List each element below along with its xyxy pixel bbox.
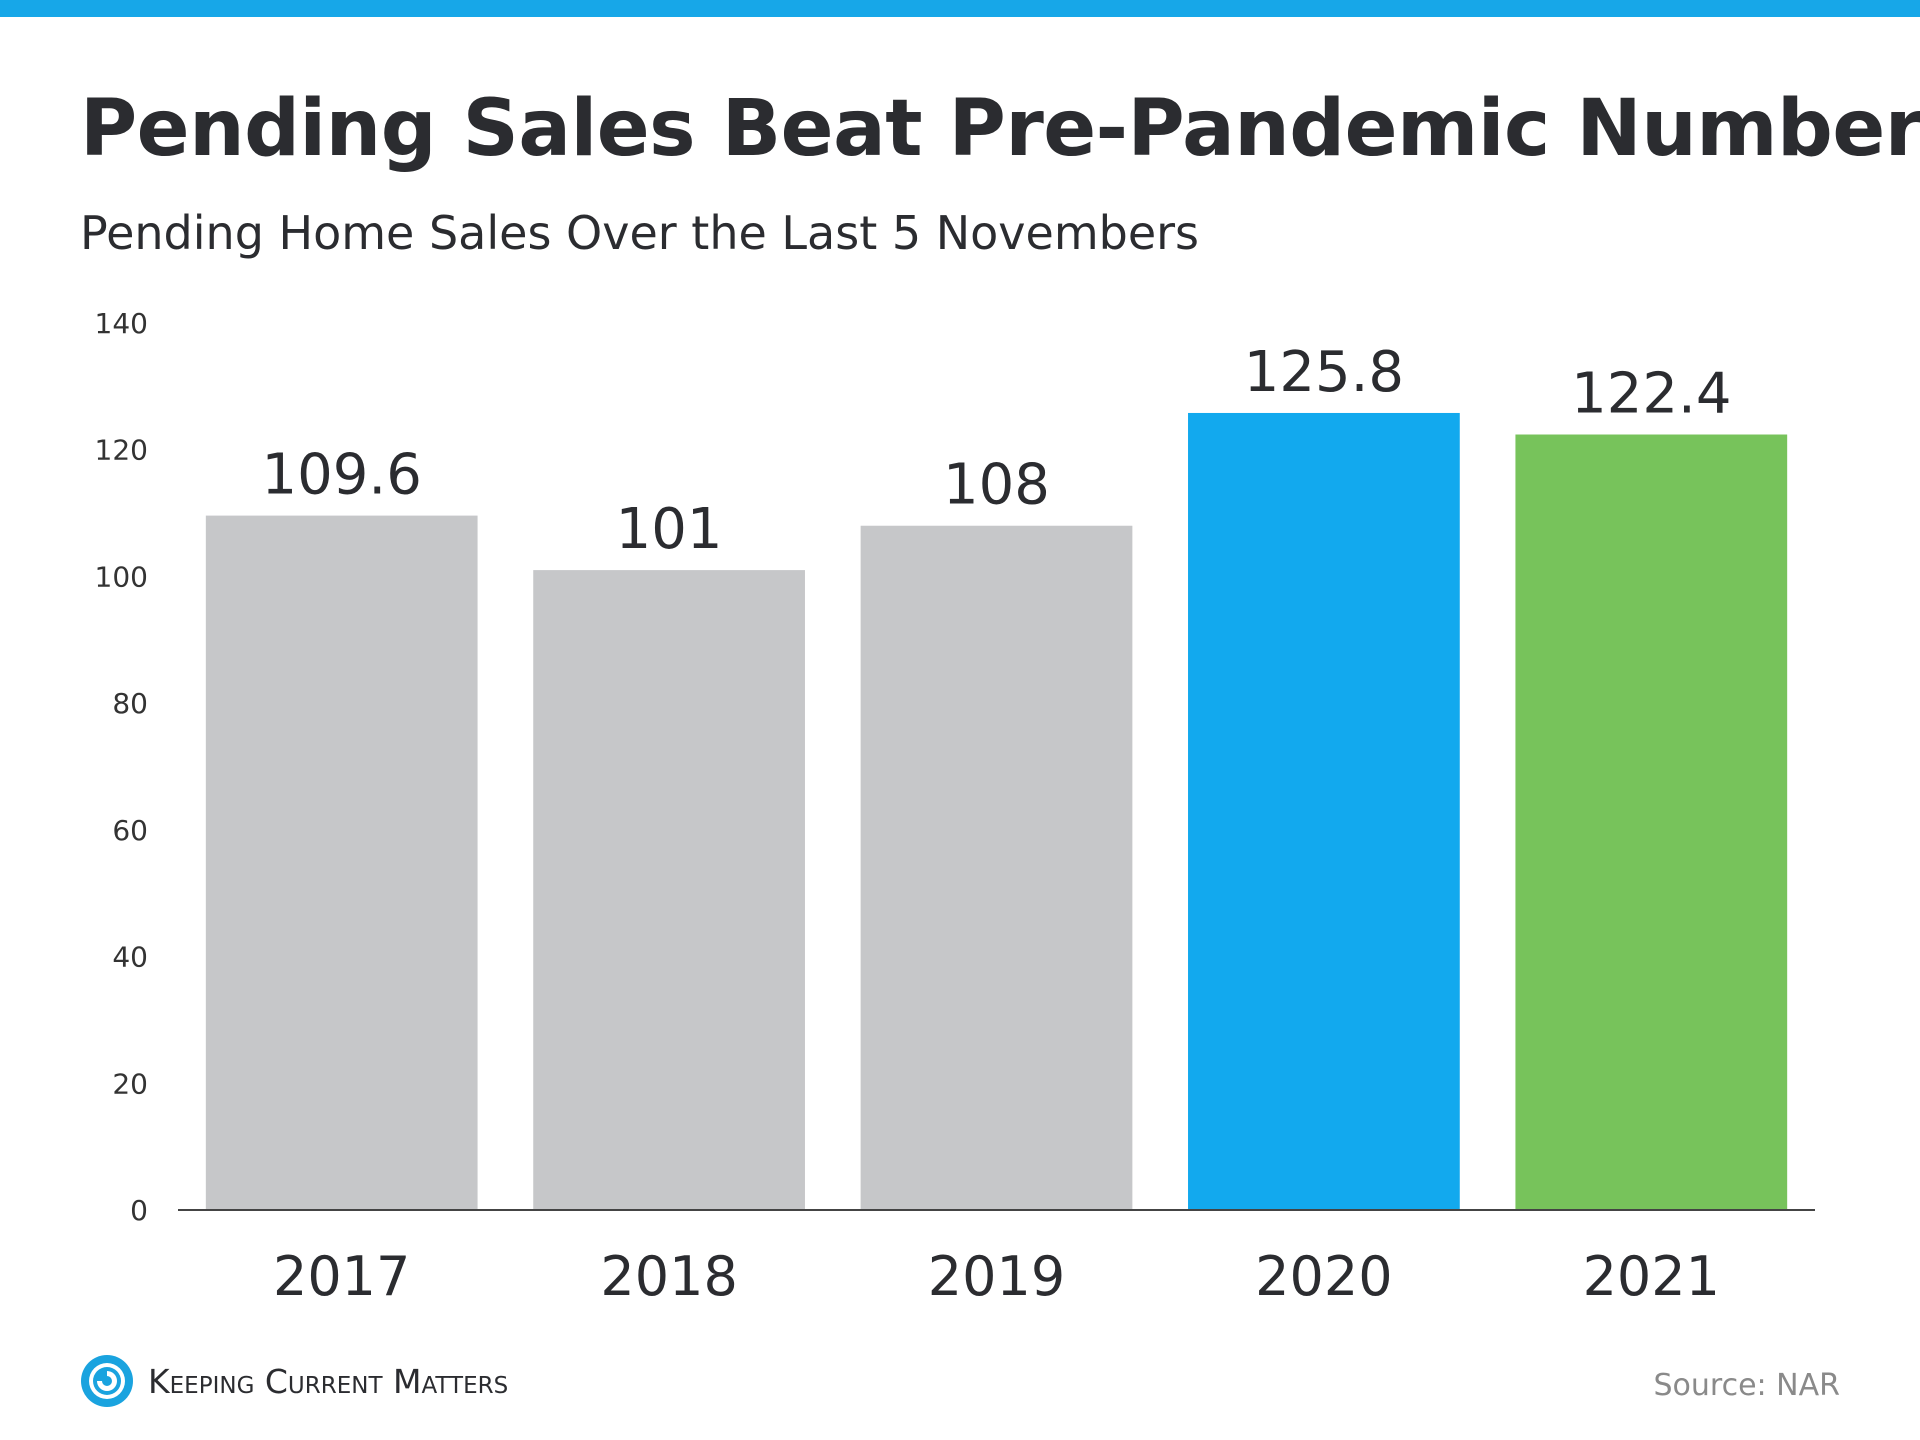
- bar-2017: [205, 515, 478, 1210]
- y-axis: 0 20 40 60 80 100 120 140: [95, 307, 148, 1227]
- x-tick-label-2017: 2017: [273, 1245, 410, 1308]
- y-tick-label: 80: [112, 687, 148, 720]
- source-note: Source: NAR: [1653, 1368, 1841, 1403]
- x-tick-label-2019: 2019: [928, 1245, 1065, 1308]
- data-label-2018: 101: [616, 497, 723, 562]
- bar-2020: [1188, 412, 1460, 1210]
- bar-2019: [860, 525, 1133, 1210]
- brand-name: Keeping Current Matters: [148, 1361, 509, 1401]
- x-tick-label-2020: 2020: [1255, 1245, 1392, 1308]
- x-tick-label-2021: 2021: [1583, 1245, 1720, 1308]
- x-axis: 2017 2018 2019 2020 2021: [273, 1245, 1720, 1308]
- data-label-2017: 109.6: [262, 443, 422, 508]
- y-tick-label: 40: [112, 941, 148, 974]
- y-tick-label: 60: [112, 814, 148, 847]
- bars: 109.6 101 108 125.8 122.4: [205, 340, 1788, 1211]
- kcm-swirl-icon: [81, 1355, 133, 1407]
- brand-logo: Keeping Current Matters: [80, 1354, 508, 1408]
- bar-2021: [1515, 434, 1788, 1211]
- top-accent-bar: [0, 0, 1920, 17]
- y-tick-label: 100: [95, 560, 148, 593]
- y-tick-label: 20: [112, 1067, 148, 1100]
- y-tick-label: 0: [130, 1194, 148, 1227]
- bar-chart: 0 20 40 60 80 100 120 140 109.6 101 108 125.8 122.4…: [95, 307, 1815, 1308]
- data-label-2021: 122.4: [1571, 362, 1731, 427]
- x-tick-label-2018: 2018: [600, 1245, 737, 1308]
- chart-title: Pending Sales Beat Pre-Pandemic Numbers: [80, 84, 1920, 174]
- y-tick-label: 140: [95, 307, 148, 340]
- data-label-2020: 125.8: [1244, 340, 1404, 405]
- bar-2018: [533, 570, 805, 1210]
- chart-subtitle: Pending Home Sales Over the Last 5 Novem…: [80, 206, 1200, 260]
- y-tick-label: 120: [95, 434, 148, 467]
- data-label-2019: 108: [943, 453, 1050, 518]
